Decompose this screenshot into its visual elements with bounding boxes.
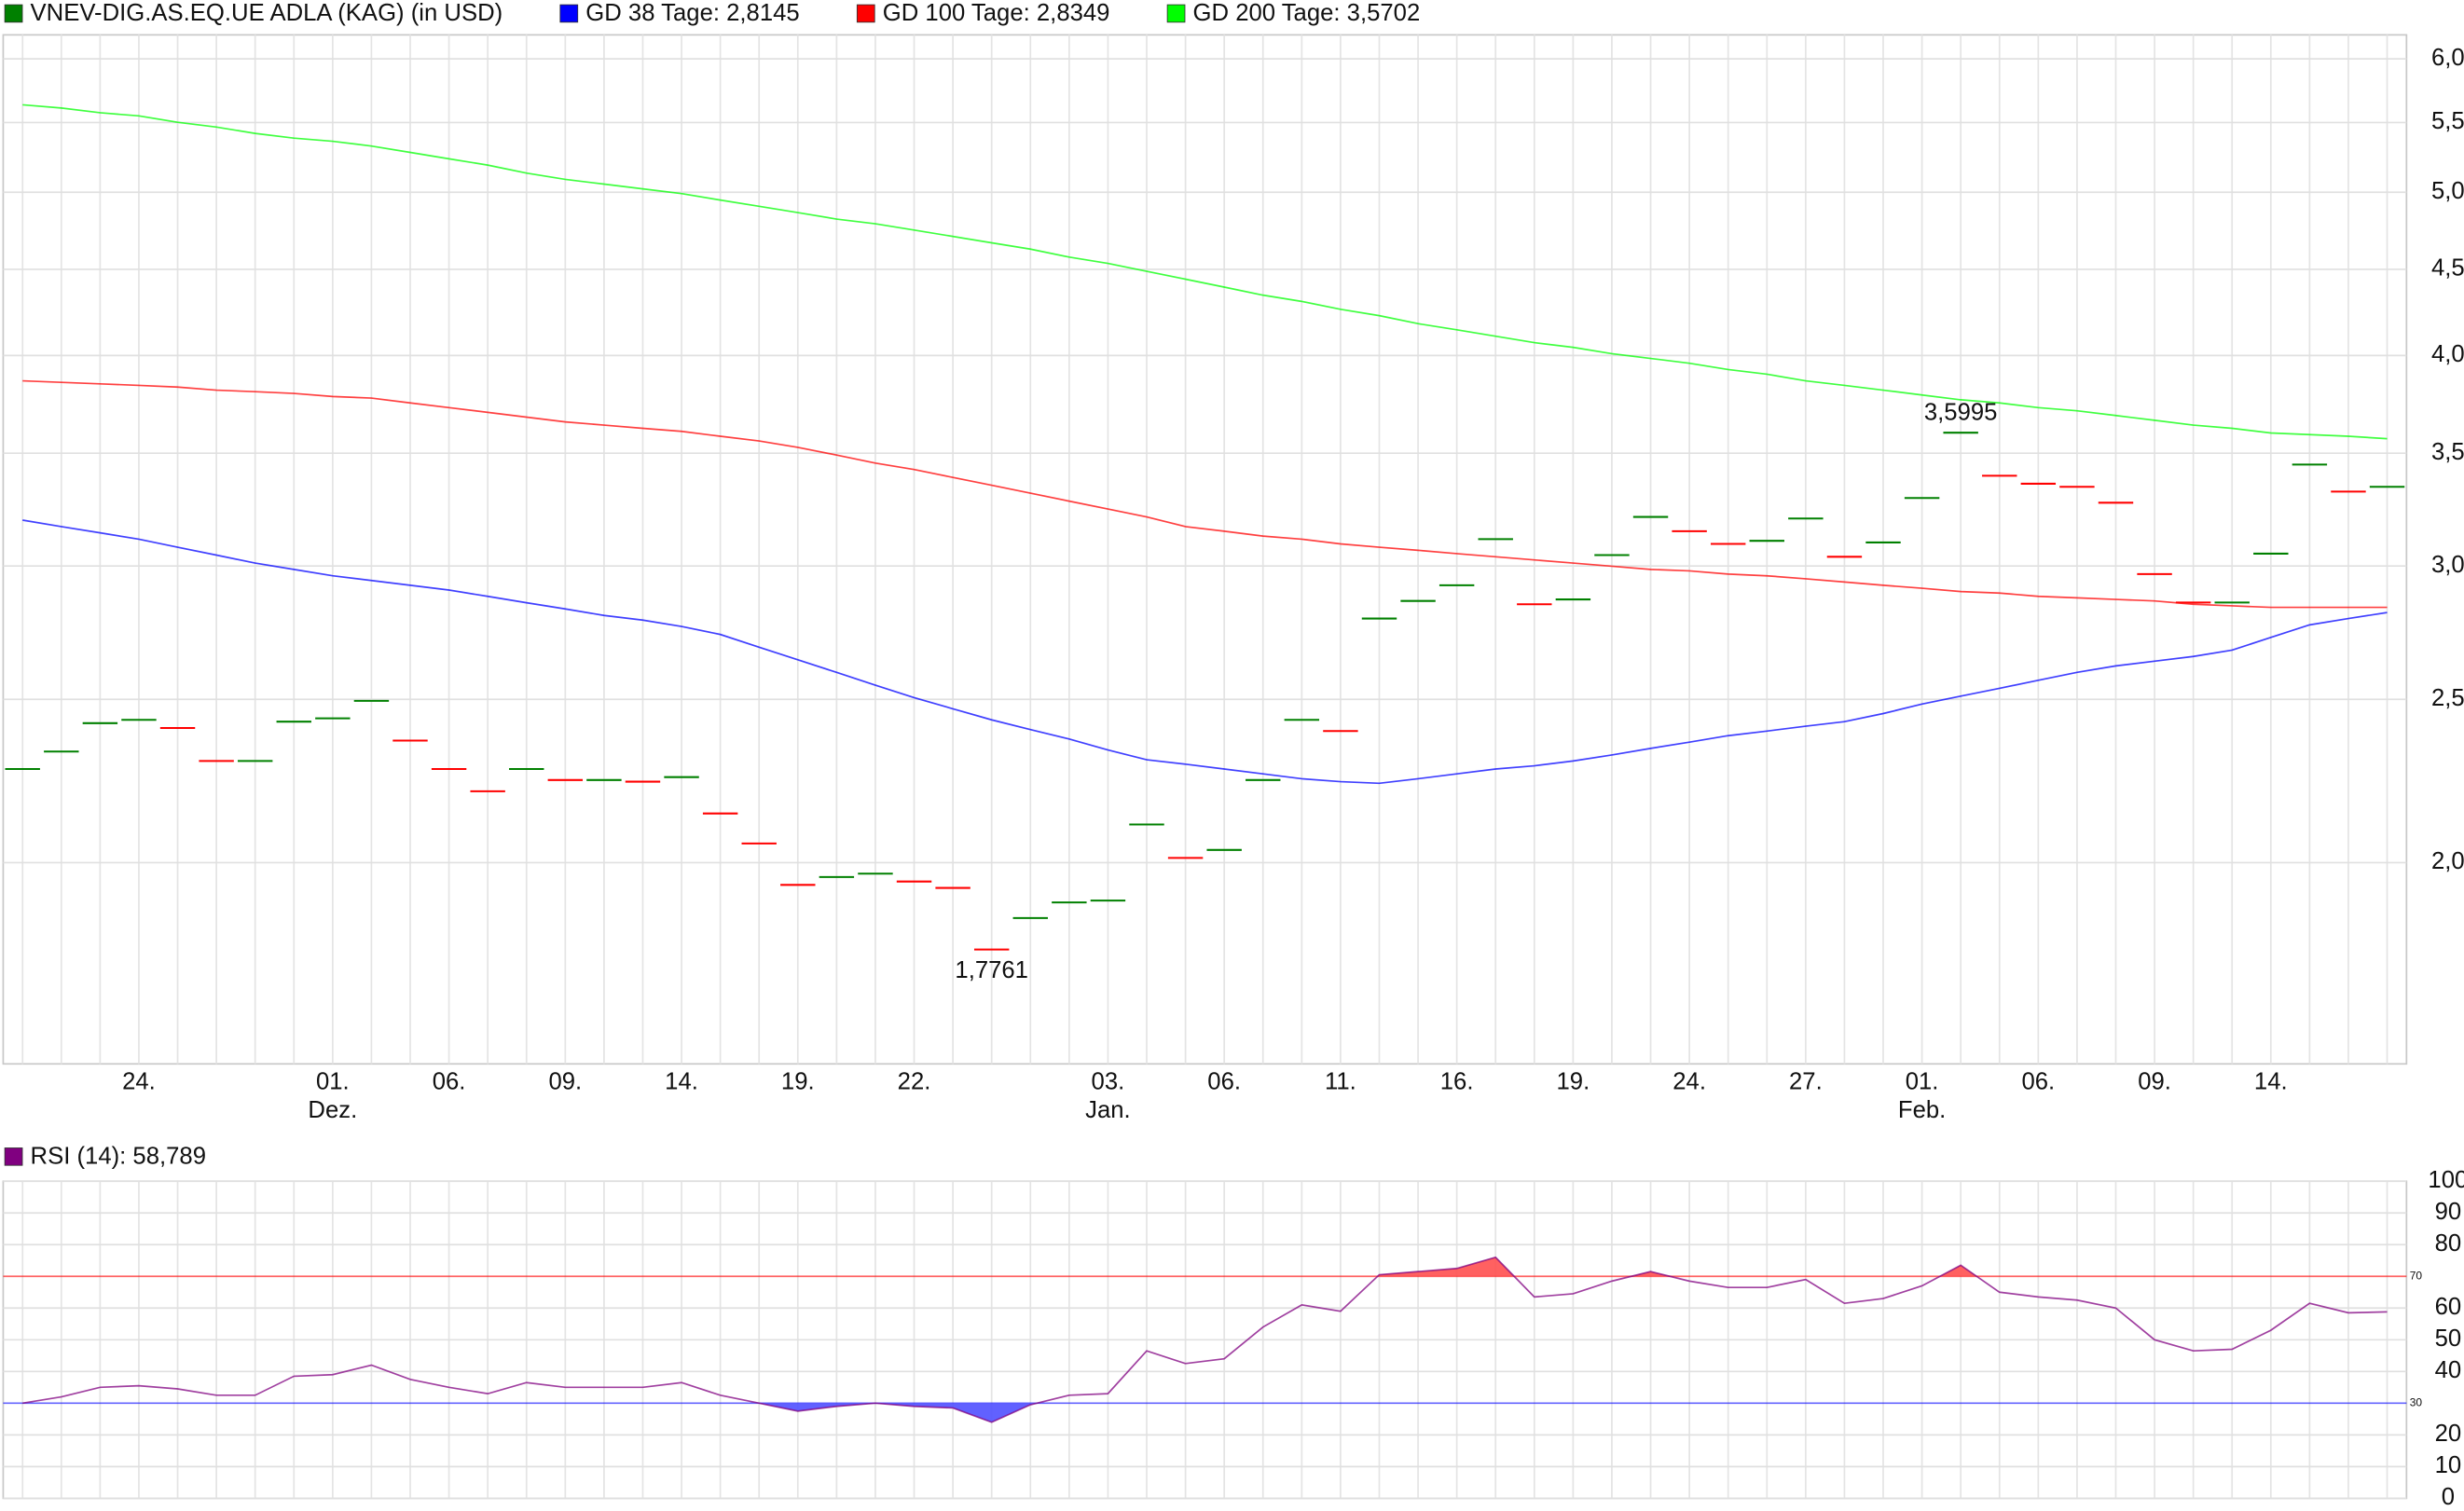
x-tick-label: 01.: [316, 1069, 350, 1095]
y-tick-label: 2,0: [2431, 848, 2464, 874]
x-tick-label: 14.: [2254, 1069, 2288, 1095]
x-tick-label: 22.: [898, 1069, 931, 1095]
x-tick-label: 09.: [548, 1069, 582, 1095]
moving-average-line: [22, 379, 2388, 609]
x-tick-label: 03.: [1092, 1069, 1125, 1095]
x-month-label: Jan.: [1085, 1097, 1131, 1123]
y-tick-label: 60: [2435, 1294, 2462, 1320]
x-month-label: Dez.: [308, 1097, 357, 1123]
y-tick-label: 4,0: [2431, 341, 2464, 367]
x-tick-label: 06.: [2021, 1069, 2055, 1095]
plot-frame: [2, 34, 2408, 1065]
reference-label: 30: [2410, 1396, 2423, 1409]
y-tick-label: 10: [2435, 1452, 2462, 1478]
legend-swatch: [1166, 4, 1186, 23]
y-tick-label: 4,5: [2431, 255, 2464, 282]
legend-label: GD 100 Tage: 2,8349: [883, 0, 1110, 26]
y-tick-label: 100: [2428, 1167, 2464, 1193]
data-layer: [5, 103, 2405, 1423]
x-month-label: Feb.: [1898, 1097, 1946, 1123]
value-label: 1,7761: [955, 957, 1028, 983]
legend-label: RSI (14): 58,789: [31, 1144, 206, 1170]
x-tick-label: 11.: [1325, 1069, 1356, 1095]
legend-swatch: [4, 4, 23, 23]
x-tick-label: 24.: [122, 1069, 156, 1095]
y-tick-label: 3,0: [2431, 552, 2464, 578]
legend-label: GD 200 Tage: 3,5702: [1193, 0, 1421, 26]
y-tick-label: 0: [2442, 1484, 2455, 1510]
value-label: 3,5995: [1924, 400, 1998, 426]
rsi-line: [22, 1256, 2388, 1423]
y-tick-label: 80: [2435, 1230, 2462, 1257]
y-tick-label: 40: [2435, 1357, 2462, 1383]
y-tick-label: 2,5: [2431, 685, 2464, 711]
x-tick-label: 19.: [1557, 1069, 1590, 1095]
x-tick-label: 24.: [1672, 1069, 1706, 1095]
x-tick-label: 06.: [433, 1069, 466, 1095]
y-tick-label: 3,5: [2431, 439, 2464, 465]
y-tick-label: 6,0: [2431, 45, 2464, 71]
x-tick-label: 06.: [1207, 1069, 1241, 1095]
y-tick-label: 90: [2435, 1199, 2462, 1225]
legend-swatch: [4, 1147, 23, 1166]
legend-swatch: [559, 4, 579, 23]
x-tick-label: 19.: [781, 1069, 815, 1095]
x-tick-label: 01.: [1906, 1069, 1939, 1095]
y-tick-label: 5,5: [2431, 108, 2464, 134]
legend-swatch: [856, 4, 875, 23]
text-layer: 2,0 2,5 3,0 3,5 4,0 4,5 5,0 5,5 6,0 24. 01. 06. 09. 1…: [4, 0, 2464, 1510]
legend-label: VNEV-DIG.AS.EQ.UE ADLA (KAG) (in USD): [31, 0, 503, 26]
y-tick-label: 50: [2435, 1326, 2462, 1352]
moving-average-line: [22, 519, 2388, 785]
x-tick-label: 09.: [2138, 1069, 2171, 1095]
moving-average-line: [22, 103, 2388, 440]
reference-label: 70: [2410, 1269, 2423, 1282]
legend-label: GD 38 Tage: 2,8145: [585, 0, 799, 26]
grid-layer: [2, 34, 2408, 1500]
x-tick-label: 27.: [1789, 1069, 1823, 1095]
x-tick-label: 14.: [665, 1069, 698, 1095]
y-tick-label: 5,0: [2431, 178, 2464, 204]
y-tick-label: 20: [2435, 1421, 2462, 1447]
x-tick-label: 16.: [1440, 1069, 1474, 1095]
